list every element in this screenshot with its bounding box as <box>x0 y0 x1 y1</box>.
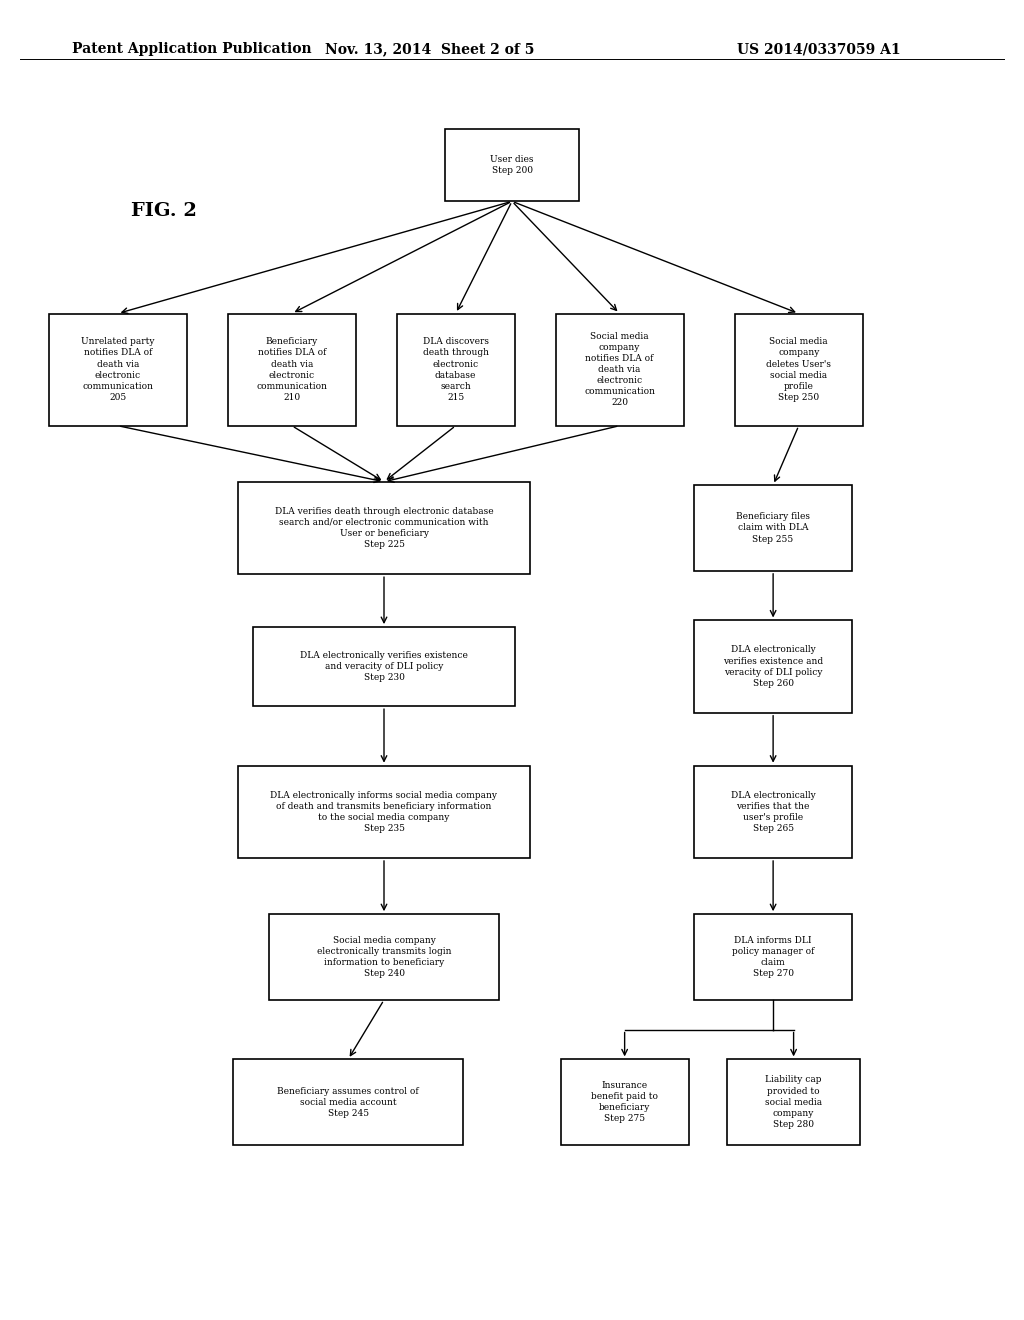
Text: User dies
Step 200: User dies Step 200 <box>490 154 534 176</box>
FancyBboxPatch shape <box>233 1059 463 1144</box>
FancyBboxPatch shape <box>268 913 500 1001</box>
Text: DLA discovers
death through
electronic
database
search
215: DLA discovers death through electronic d… <box>423 338 488 401</box>
Text: Insurance
benefit paid to
beneficiary
Step 275: Insurance benefit paid to beneficiary St… <box>591 1081 658 1123</box>
Text: DLA informs DLI
policy manager of
claim
Step 270: DLA informs DLI policy manager of claim … <box>732 936 814 978</box>
Text: Liability cap
provided to
social media
company
Step 280: Liability cap provided to social media c… <box>765 1076 822 1129</box>
FancyBboxPatch shape <box>238 482 530 574</box>
FancyBboxPatch shape <box>555 314 684 425</box>
Text: Patent Application Publication: Patent Application Publication <box>72 42 311 57</box>
Text: DLA electronically informs social media company
of death and transmits beneficia: DLA electronically informs social media … <box>270 791 498 833</box>
Text: Social media company
electronically transmits login
information to beneficiary
S: Social media company electronically tran… <box>316 936 452 978</box>
Text: Beneficiary
notifies DLA of
death via
electronic
communication
210: Beneficiary notifies DLA of death via el… <box>256 338 328 401</box>
Text: DLA electronically
verifies that the
user's profile
Step 265: DLA electronically verifies that the use… <box>731 791 815 833</box>
Text: Social media
company
notifies DLA of
death via
electronic
communication
220: Social media company notifies DLA of dea… <box>584 331 655 408</box>
FancyBboxPatch shape <box>727 1059 860 1144</box>
Text: Beneficiary files
claim with DLA
Step 255: Beneficiary files claim with DLA Step 25… <box>736 512 810 544</box>
FancyBboxPatch shape <box>254 627 514 706</box>
FancyBboxPatch shape <box>561 1059 688 1144</box>
FancyBboxPatch shape <box>694 620 852 713</box>
Text: Unrelated party
notifies DLA of
death via
electronic
communication
205: Unrelated party notifies DLA of death vi… <box>81 338 155 401</box>
Text: Nov. 13, 2014  Sheet 2 of 5: Nov. 13, 2014 Sheet 2 of 5 <box>326 42 535 57</box>
FancyBboxPatch shape <box>694 484 852 570</box>
FancyBboxPatch shape <box>397 314 515 425</box>
FancyBboxPatch shape <box>227 314 356 425</box>
Text: DLA electronically verifies existence
and veracity of DLI policy
Step 230: DLA electronically verifies existence an… <box>300 651 468 682</box>
Text: DLA verifies death through electronic database
search and/or electronic communic: DLA verifies death through electronic da… <box>274 507 494 549</box>
FancyBboxPatch shape <box>735 314 862 425</box>
Text: DLA electronically
verifies existence and
veracity of DLI policy
Step 260: DLA electronically verifies existence an… <box>723 645 823 688</box>
FancyBboxPatch shape <box>694 913 852 1001</box>
Text: US 2014/0337059 A1: US 2014/0337059 A1 <box>737 42 901 57</box>
Text: Beneficiary assumes control of
social media account
Step 245: Beneficiary assumes control of social me… <box>278 1086 419 1118</box>
Text: FIG. 2: FIG. 2 <box>131 202 197 220</box>
FancyBboxPatch shape <box>694 766 852 858</box>
FancyBboxPatch shape <box>238 766 530 858</box>
FancyBboxPatch shape <box>49 314 186 425</box>
Text: Social media
company
deletes User's
social media
profile
Step 250: Social media company deletes User's soci… <box>766 338 831 401</box>
FancyBboxPatch shape <box>445 128 579 201</box>
